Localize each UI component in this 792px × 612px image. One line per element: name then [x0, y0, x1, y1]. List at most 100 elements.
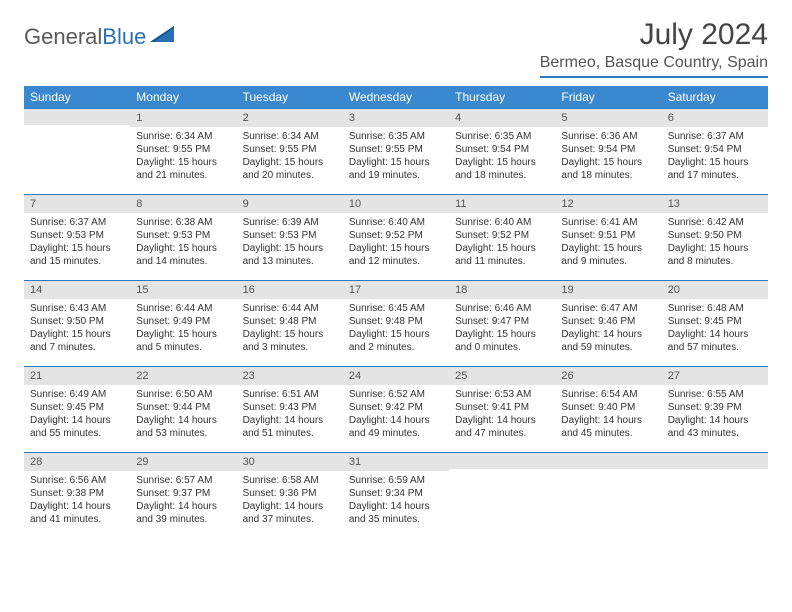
- day-data: Sunrise: 6:53 AMSunset: 9:41 PMDaylight:…: [449, 385, 555, 442]
- day-data: Sunrise: 6:43 AMSunset: 9:50 PMDaylight:…: [24, 299, 130, 356]
- logo-text-general: General: [24, 24, 102, 49]
- calendar-day-cell: 16Sunrise: 6:44 AMSunset: 9:48 PMDayligh…: [237, 280, 343, 366]
- sunset-text: Sunset: 9:39 PM: [668, 401, 762, 414]
- sunset-text: Sunset: 9:55 PM: [136, 143, 230, 156]
- sunset-text: Sunset: 9:53 PM: [30, 229, 124, 242]
- sunset-text: Sunset: 9:49 PM: [136, 315, 230, 328]
- weekday-header: Friday: [555, 86, 661, 108]
- calendar-day-cell: 13Sunrise: 6:42 AMSunset: 9:50 PMDayligh…: [662, 194, 768, 280]
- daylight-text: Daylight: 15 hours and 18 minutes.: [561, 156, 655, 182]
- calendar-day-cell: 15Sunrise: 6:44 AMSunset: 9:49 PMDayligh…: [130, 280, 236, 366]
- calendar-body: 1Sunrise: 6:34 AMSunset: 9:55 PMDaylight…: [24, 108, 768, 538]
- daylight-text: Daylight: 15 hours and 21 minutes.: [136, 156, 230, 182]
- day-data: Sunrise: 6:34 AMSunset: 9:55 PMDaylight:…: [237, 127, 343, 184]
- day-data: Sunrise: 6:39 AMSunset: 9:53 PMDaylight:…: [237, 213, 343, 270]
- day-number: 14: [24, 280, 130, 299]
- sunset-text: Sunset: 9:37 PM: [136, 487, 230, 500]
- sunset-text: Sunset: 9:34 PM: [349, 487, 443, 500]
- calendar-day-cell: 29Sunrise: 6:57 AMSunset: 9:37 PMDayligh…: [130, 452, 236, 538]
- sunset-text: Sunset: 9:45 PM: [668, 315, 762, 328]
- location-label: Bermeo, Basque Country, Spain: [540, 54, 768, 78]
- sunset-text: Sunset: 9:45 PM: [30, 401, 124, 414]
- sunrise-text: Sunrise: 6:35 AM: [349, 130, 443, 143]
- day-number: 23: [237, 366, 343, 385]
- day-data: Sunrise: 6:44 AMSunset: 9:48 PMDaylight:…: [237, 299, 343, 356]
- daylight-text: Daylight: 14 hours and 57 minutes.: [668, 328, 762, 354]
- day-data: Sunrise: 6:58 AMSunset: 9:36 PMDaylight:…: [237, 471, 343, 528]
- day-number: 21: [24, 366, 130, 385]
- day-number: 18: [449, 280, 555, 299]
- daylight-text: Daylight: 14 hours and 39 minutes.: [136, 500, 230, 526]
- sunrise-text: Sunrise: 6:54 AM: [561, 388, 655, 401]
- day-data: Sunrise: 6:40 AMSunset: 9:52 PMDaylight:…: [449, 213, 555, 270]
- sunrise-text: Sunrise: 6:52 AM: [349, 388, 443, 401]
- daylight-text: Daylight: 15 hours and 13 minutes.: [243, 242, 337, 268]
- sunset-text: Sunset: 9:38 PM: [30, 487, 124, 500]
- calendar-day-cell: 1Sunrise: 6:34 AMSunset: 9:55 PMDaylight…: [130, 108, 236, 194]
- calendar-day-cell: 10Sunrise: 6:40 AMSunset: 9:52 PMDayligh…: [343, 194, 449, 280]
- daylight-text: Daylight: 14 hours and 43 minutes.: [668, 414, 762, 440]
- day-number: 19: [555, 280, 661, 299]
- daylight-text: Daylight: 15 hours and 12 minutes.: [349, 242, 443, 268]
- calendar-day-cell: 14Sunrise: 6:43 AMSunset: 9:50 PMDayligh…: [24, 280, 130, 366]
- daylight-text: Daylight: 15 hours and 15 minutes.: [30, 242, 124, 268]
- daylight-text: Daylight: 15 hours and 2 minutes.: [349, 328, 443, 354]
- calendar-day-cell: 5Sunrise: 6:36 AMSunset: 9:54 PMDaylight…: [555, 108, 661, 194]
- sunrise-text: Sunrise: 6:44 AM: [243, 302, 337, 315]
- day-data: Sunrise: 6:46 AMSunset: 9:47 PMDaylight:…: [449, 299, 555, 356]
- day-data: Sunrise: 6:37 AMSunset: 9:54 PMDaylight:…: [662, 127, 768, 184]
- calendar-day-cell: 3Sunrise: 6:35 AMSunset: 9:55 PMDaylight…: [343, 108, 449, 194]
- calendar-day-cell: 30Sunrise: 6:58 AMSunset: 9:36 PMDayligh…: [237, 452, 343, 538]
- day-number: 15: [130, 280, 236, 299]
- logo-text: GeneralBlue: [24, 24, 146, 50]
- calendar-day-cell: [555, 452, 661, 538]
- sunset-text: Sunset: 9:48 PM: [243, 315, 337, 328]
- day-number: [555, 452, 661, 469]
- day-data: Sunrise: 6:59 AMSunset: 9:34 PMDaylight:…: [343, 471, 449, 528]
- sunset-text: Sunset: 9:36 PM: [243, 487, 337, 500]
- calendar-week-row: 7Sunrise: 6:37 AMSunset: 9:53 PMDaylight…: [24, 194, 768, 280]
- day-data: Sunrise: 6:42 AMSunset: 9:50 PMDaylight:…: [662, 213, 768, 270]
- daylight-text: Daylight: 15 hours and 14 minutes.: [136, 242, 230, 268]
- weekday-header: Saturday: [662, 86, 768, 108]
- sunrise-text: Sunrise: 6:38 AM: [136, 216, 230, 229]
- sunrise-text: Sunrise: 6:35 AM: [455, 130, 549, 143]
- day-number: 9: [237, 194, 343, 213]
- calendar-day-cell: 27Sunrise: 6:55 AMSunset: 9:39 PMDayligh…: [662, 366, 768, 452]
- day-number: 26: [555, 366, 661, 385]
- sunset-text: Sunset: 9:55 PM: [243, 143, 337, 156]
- calendar-day-cell: 4Sunrise: 6:35 AMSunset: 9:54 PMDaylight…: [449, 108, 555, 194]
- sunset-text: Sunset: 9:46 PM: [561, 315, 655, 328]
- sunrise-text: Sunrise: 6:53 AM: [455, 388, 549, 401]
- daylight-text: Daylight: 15 hours and 3 minutes.: [243, 328, 337, 354]
- sunset-text: Sunset: 9:44 PM: [136, 401, 230, 414]
- calendar-week-row: 21Sunrise: 6:49 AMSunset: 9:45 PMDayligh…: [24, 366, 768, 452]
- sunrise-text: Sunrise: 6:57 AM: [136, 474, 230, 487]
- day-number: 1: [130, 108, 236, 127]
- day-number: 5: [555, 108, 661, 127]
- page-header: GeneralBlue July 2024 Bermeo, Basque Cou…: [24, 18, 768, 78]
- sunrise-text: Sunrise: 6:37 AM: [30, 216, 124, 229]
- day-number: 16: [237, 280, 343, 299]
- day-number: 17: [343, 280, 449, 299]
- day-data: Sunrise: 6:35 AMSunset: 9:55 PMDaylight:…: [343, 127, 449, 184]
- day-number: 30: [237, 452, 343, 471]
- sunset-text: Sunset: 9:55 PM: [349, 143, 443, 156]
- calendar-day-cell: 22Sunrise: 6:50 AMSunset: 9:44 PMDayligh…: [130, 366, 236, 452]
- sunset-text: Sunset: 9:50 PM: [30, 315, 124, 328]
- calendar-day-cell: [662, 452, 768, 538]
- day-number: 20: [662, 280, 768, 299]
- sunset-text: Sunset: 9:54 PM: [455, 143, 549, 156]
- daylight-text: Daylight: 15 hours and 7 minutes.: [30, 328, 124, 354]
- sunset-text: Sunset: 9:40 PM: [561, 401, 655, 414]
- day-number: 11: [449, 194, 555, 213]
- calendar-day-cell: 21Sunrise: 6:49 AMSunset: 9:45 PMDayligh…: [24, 366, 130, 452]
- calendar-day-cell: [449, 452, 555, 538]
- daylight-text: Daylight: 14 hours and 47 minutes.: [455, 414, 549, 440]
- sunrise-text: Sunrise: 6:39 AM: [243, 216, 337, 229]
- sunset-text: Sunset: 9:42 PM: [349, 401, 443, 414]
- calendar-day-cell: 11Sunrise: 6:40 AMSunset: 9:52 PMDayligh…: [449, 194, 555, 280]
- calendar-day-cell: 12Sunrise: 6:41 AMSunset: 9:51 PMDayligh…: [555, 194, 661, 280]
- day-data: Sunrise: 6:36 AMSunset: 9:54 PMDaylight:…: [555, 127, 661, 184]
- day-number: 28: [24, 452, 130, 471]
